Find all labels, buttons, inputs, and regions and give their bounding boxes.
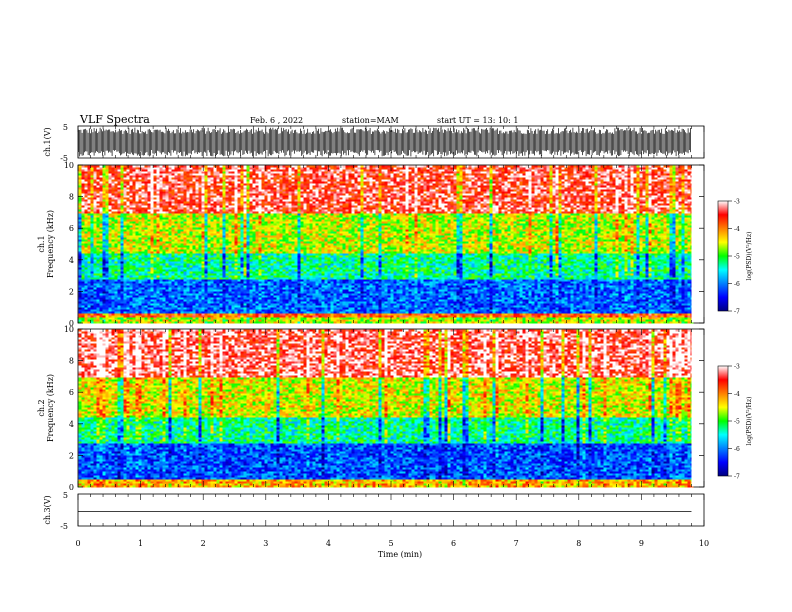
colorbar-tick-label: -3 <box>734 364 740 371</box>
freq-tick-label: 10 <box>64 325 74 334</box>
colorbar-tick-label: -5 <box>734 254 740 261</box>
time-tick-label: 1 <box>138 539 143 548</box>
freq-tick-label: 6 <box>69 388 74 397</box>
ch2-spectrogram-panel: 0 2 4 6 8 10 ch.2 Frequency (kHz) <box>37 325 704 492</box>
colorbar-tick-label: -5 <box>734 419 740 426</box>
time-tick-label: 2 <box>201 539 206 548</box>
freq-tick-label: 6 <box>69 224 74 233</box>
time-tick-label: 6 <box>451 539 456 548</box>
time-tick-label: 8 <box>576 539 581 548</box>
freq-tick-label: 8 <box>69 193 74 202</box>
colorbar-tick-label: -3 <box>734 199 740 206</box>
colorbar-tick-label: -6 <box>734 446 740 453</box>
ch2-colorbar: -3 -4 -5 -6 -7 log(PSD)(V²/Hz) <box>718 364 753 481</box>
ch1-freq-ylabel: Frequency (kHz) <box>46 210 55 278</box>
ch1-colorbar-label: log(PSD)(V²/Hz) <box>746 232 753 281</box>
ch3-waveform-panel: 5 -5 ch.3(V) <box>43 491 704 531</box>
station-label: station=MAM <box>342 116 399 125</box>
time-tick-label: 7 <box>514 539 519 548</box>
freq-tick-label: 2 <box>69 451 74 460</box>
freq-tick-label: 10 <box>64 161 74 170</box>
ch2-colorbar-label: log(PSD)(V²/Hz) <box>746 397 753 446</box>
colorbar-tick-label: -7 <box>734 474 740 481</box>
ch2-freq-ylabel: Frequency (kHz) <box>46 374 55 442</box>
freq-tick-label: 4 <box>69 256 74 265</box>
figure-title: VLF Spectra <box>79 113 150 126</box>
ch2-spectrogram-image <box>79 330 704 488</box>
start-time-label: start UT = 13: 10: 1 <box>437 116 518 125</box>
colorbar-tick-label: -4 <box>734 226 740 233</box>
ch2-panel-label: ch.2 <box>37 399 46 416</box>
time-tick-label: 3 <box>263 539 268 548</box>
ch1-panel-label: ch.1 <box>37 235 46 252</box>
ch3-ylabel: ch.3(V) <box>43 495 52 524</box>
freq-tick-label: 0 <box>69 483 74 492</box>
colorbar-tick-label: -6 <box>734 281 740 288</box>
ch1-spectrogram-image <box>79 166 704 324</box>
freq-tick-label: 2 <box>69 287 74 296</box>
ch1-ytick-top: 5 <box>63 123 68 132</box>
colorbar-tick-label: -7 <box>734 309 740 316</box>
time-tick-label: 9 <box>639 539 644 548</box>
time-tick-label: 0 <box>75 539 80 548</box>
time-axis-label: Time (min) <box>378 550 422 559</box>
time-tick-label: 10 <box>699 539 709 548</box>
freq-tick-label: 8 <box>69 357 74 366</box>
ch3-ytick-bottom: -5 <box>60 522 68 531</box>
time-tick-label: 4 <box>326 539 331 548</box>
freq-tick-label: 4 <box>69 420 74 429</box>
ch3-ytick-top: 5 <box>63 491 68 500</box>
colorbar-tick-label: -4 <box>734 391 740 398</box>
date-label: Feb. 6 , 2022 <box>250 116 303 125</box>
ch1-ylabel: ch.1(V) <box>43 127 52 156</box>
ch1-colorbar: -3 -4 -5 -6 -7 log(PSD)(V²/Hz) <box>718 199 753 316</box>
time-tick-label: 5 <box>388 539 393 548</box>
ch1-waveform-panel: 5 -5 ch.1(V) <box>43 123 704 163</box>
